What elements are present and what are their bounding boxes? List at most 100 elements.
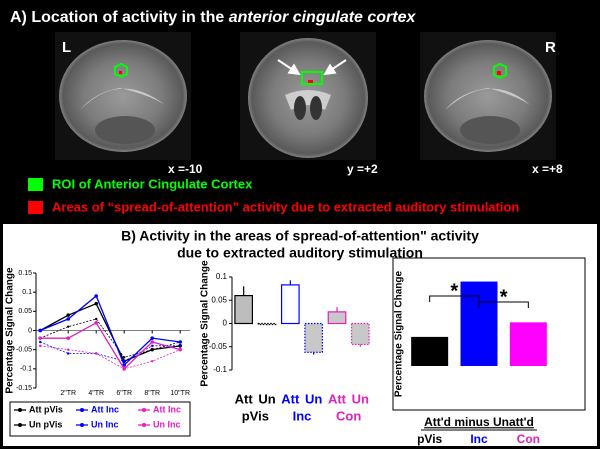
x-tick-label: pVis xyxy=(417,432,442,446)
series-marker xyxy=(38,328,42,333)
significance-star: * xyxy=(450,280,458,302)
y-axis-label: Percentage Signal Change xyxy=(5,267,16,394)
series-marker xyxy=(179,344,182,348)
series-marker xyxy=(95,352,98,355)
y-axis-label: Percentage Signal Change xyxy=(200,260,211,387)
series-line xyxy=(40,345,181,370)
legend-label: Un Inc xyxy=(91,419,119,429)
x-tick-label: 4"TR xyxy=(88,390,104,397)
panel-a-title: A) Location of activity in the anterior … xyxy=(10,9,417,26)
series-marker xyxy=(151,348,154,351)
x-tick-label: 8"TR xyxy=(144,390,160,397)
chart-frame xyxy=(392,257,586,411)
slice-coord: x =-10 xyxy=(168,162,203,176)
series-line xyxy=(39,302,181,363)
series-marker xyxy=(123,356,126,359)
legend-swatch xyxy=(28,201,43,214)
y-tick-label: -0.1 xyxy=(20,366,32,373)
group-label: pVis xyxy=(242,408,269,423)
legend-swatch xyxy=(28,178,43,191)
y-tick-label: 0 xyxy=(223,319,228,328)
series-line xyxy=(40,318,181,358)
bar xyxy=(304,322,324,353)
legend-marker xyxy=(80,423,84,427)
bar xyxy=(460,281,498,366)
x-tick-label: Un xyxy=(258,391,275,406)
x-axis-label: Att'd minus Unatt'd xyxy=(424,415,534,429)
legend-marker xyxy=(18,408,22,412)
bar xyxy=(350,322,370,346)
y-tick-label: 0.15 xyxy=(18,270,32,277)
brain-image xyxy=(55,32,191,160)
legend-marker xyxy=(18,423,22,427)
bar xyxy=(327,311,347,325)
series-marker xyxy=(67,348,70,351)
series-marker xyxy=(178,340,182,344)
x-tick-label: Un xyxy=(352,391,369,406)
x-tick-label: 6"TR xyxy=(116,390,132,397)
legend-label: Un Inc xyxy=(153,419,181,429)
series-marker xyxy=(39,344,42,348)
bar xyxy=(509,322,547,366)
series-marker xyxy=(150,336,154,340)
series-marker xyxy=(94,321,98,325)
y-tick-label: 0.1 xyxy=(216,272,228,281)
group-label: Con xyxy=(336,408,361,423)
series-marker xyxy=(151,344,154,348)
series-marker xyxy=(179,348,182,351)
brain-image xyxy=(240,32,376,160)
x-tick-label: 2"TR xyxy=(60,390,76,397)
x-tick-label: Att xyxy=(328,391,347,406)
series-marker xyxy=(67,325,70,328)
legend-label: ROI of Anterior Cingulate Cortex xyxy=(52,176,253,191)
y-tick-label: -0.15 xyxy=(16,385,32,392)
y-tick-label: 0.05 xyxy=(18,308,32,315)
bar xyxy=(411,336,449,366)
bar xyxy=(280,284,300,325)
legend-marker xyxy=(80,408,84,412)
series-line xyxy=(40,341,181,362)
brain-image xyxy=(420,32,556,160)
y-tick-label: 0.1 xyxy=(22,289,32,296)
panel-b-title: B) Activity in the areas of spread-of-at… xyxy=(121,228,479,244)
side-label: R xyxy=(545,39,556,56)
legend-marker xyxy=(142,423,146,427)
x-tick-label: Att xyxy=(281,391,300,406)
series-marker xyxy=(66,336,70,340)
x-tick-label: Con xyxy=(517,432,540,446)
legend-box xyxy=(9,401,191,437)
series-marker xyxy=(94,294,98,298)
series-marker xyxy=(94,301,98,306)
y-tick-label: -0.05 xyxy=(16,347,32,354)
legend-label: Att pVis xyxy=(29,404,63,414)
series-marker xyxy=(123,367,126,371)
legend-label: Att Inc xyxy=(91,404,119,414)
series-marker xyxy=(66,313,70,317)
bar xyxy=(257,322,277,326)
significance-bracket xyxy=(429,295,480,302)
slice-coord: y =+2 xyxy=(347,162,378,176)
side-label: L xyxy=(62,39,71,56)
significance-bracket xyxy=(478,301,529,308)
x-tick-label: 10"TR xyxy=(170,390,190,397)
series-marker xyxy=(67,352,70,355)
x-tick-label: Un xyxy=(305,391,322,406)
group-label: Inc xyxy=(293,408,312,423)
panel-b-title: due to extracted auditory stimulation xyxy=(177,245,423,261)
y-tick-label: 0.05 xyxy=(211,295,227,304)
y-tick-label: 0 xyxy=(28,327,32,334)
y-axis-label: Percentage Signal Change xyxy=(394,270,405,397)
bar xyxy=(234,295,254,325)
series-line xyxy=(40,321,181,370)
significance-star: * xyxy=(500,286,508,308)
slice-coord: x =+8 xyxy=(532,162,563,176)
series-marker xyxy=(38,336,42,340)
series-marker xyxy=(150,340,154,344)
y-tick-label: -0.1 xyxy=(213,365,227,374)
legend-label: Un pVis xyxy=(29,419,62,429)
series-line xyxy=(39,294,181,367)
x-tick-label: Inc xyxy=(470,432,488,446)
x-tick-label: Att xyxy=(235,391,254,406)
